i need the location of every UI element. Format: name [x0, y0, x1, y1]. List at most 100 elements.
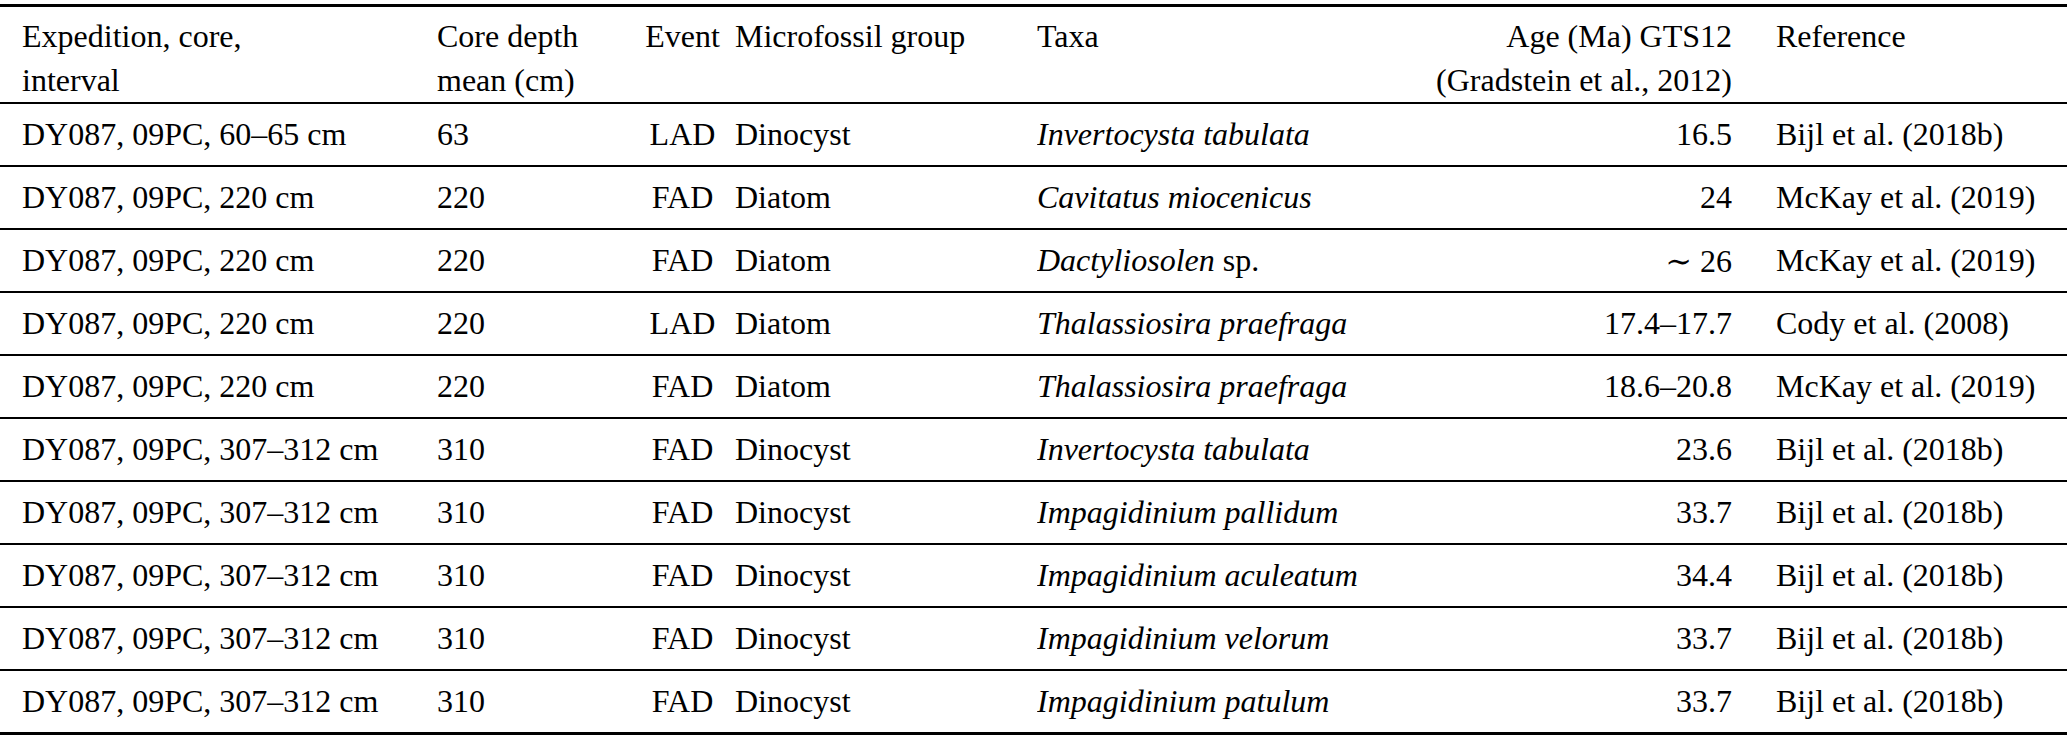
table-row: DY087, 09PC, 307–312 cm 310 FAD Dinocyst… — [0, 544, 2067, 607]
cell-microfossil-group: Dinocyst — [735, 670, 1037, 733]
cell-reference: McKay et al. (2019) — [1732, 166, 2067, 229]
cell-reference: Cody et al. (2008) — [1732, 292, 2067, 355]
column-header-expedition: Expedition, core, interval — [0, 6, 437, 104]
taxon-suffix: sp. — [1215, 242, 1259, 278]
cell-taxa: Thalassiosira praefraga — [1037, 292, 1402, 355]
header-line: Reference — [1776, 14, 2067, 58]
table-row: DY087, 09PC, 220 cm 220 FAD Diatom Cavit… — [0, 166, 2067, 229]
table-row: DY087, 09PC, 220 cm 220 FAD Diatom Thala… — [0, 355, 2067, 418]
header-line: Taxa — [1037, 14, 1402, 58]
cell-age: 33.7 — [1402, 607, 1732, 670]
cell-taxa: Impagidinium patulum — [1037, 670, 1402, 733]
cell-expedition: DY087, 09PC, 60–65 cm — [0, 103, 437, 166]
column-header-taxa: Taxa — [1037, 6, 1402, 104]
cell-reference: Bijl et al. (2018b) — [1732, 544, 2067, 607]
cell-event: FAD — [630, 166, 735, 229]
table-row: DY087, 09PC, 220 cm 220 LAD Diatom Thala… — [0, 292, 2067, 355]
column-header-core-depth: Core depth mean (cm) — [437, 6, 630, 104]
cell-taxa: Impagidinium pallidum — [1037, 481, 1402, 544]
cell-age: 17.4–17.7 — [1402, 292, 1732, 355]
header-line: (Gradstein et al., 2012) — [1402, 58, 1732, 102]
cell-event: FAD — [630, 670, 735, 733]
cell-microfossil-group: Dinocyst — [735, 544, 1037, 607]
header-line: Expedition, core, — [22, 14, 437, 58]
biostratigraphy-table: Expedition, core, interval Core depth me… — [0, 4, 2067, 735]
cell-event: FAD — [630, 355, 735, 418]
cell-expedition: DY087, 09PC, 220 cm — [0, 166, 437, 229]
cell-age: ∼ 26 — [1402, 229, 1732, 292]
cell-reference: Bijl et al. (2018b) — [1732, 103, 2067, 166]
taxon-name: Thalassiosira praefraga — [1037, 305, 1347, 341]
cell-event: FAD — [630, 607, 735, 670]
cell-expedition: DY087, 09PC, 307–312 cm — [0, 481, 437, 544]
column-header-age: Age (Ma) GTS12 (Gradstein et al., 2012) — [1402, 6, 1732, 104]
paper-page: Expedition, core, interval Core depth me… — [0, 0, 2067, 743]
table-row: DY087, 09PC, 60–65 cm 63 LAD Dinocyst In… — [0, 103, 2067, 166]
cell-taxa: Dactyliosolen sp. — [1037, 229, 1402, 292]
taxon-name: Cavitatus miocenicus — [1037, 179, 1312, 215]
cell-event: LAD — [630, 292, 735, 355]
taxon-name: Invertocysta tabulata — [1037, 431, 1310, 467]
header-line: Microfossil group — [735, 14, 1037, 58]
cell-core-depth: 220 — [437, 292, 630, 355]
header-line: Core depth — [437, 14, 630, 58]
cell-microfossil-group: Diatom — [735, 292, 1037, 355]
cell-age: 34.4 — [1402, 544, 1732, 607]
cell-reference: Bijl et al. (2018b) — [1732, 670, 2067, 733]
cell-core-depth: 220 — [437, 355, 630, 418]
column-header-event: Event — [630, 6, 735, 104]
cell-reference: Bijl et al. (2018b) — [1732, 418, 2067, 481]
column-header-reference: Reference — [1732, 6, 2067, 104]
cell-microfossil-group: Diatom — [735, 229, 1037, 292]
cell-core-depth: 220 — [437, 229, 630, 292]
taxon-name: Impagidinium pallidum — [1037, 494, 1338, 530]
cell-reference: Bijl et al. (2018b) — [1732, 607, 2067, 670]
cell-microfossil-group: Dinocyst — [735, 607, 1037, 670]
cell-age: 23.6 — [1402, 418, 1732, 481]
cell-taxa: Invertocysta tabulata — [1037, 418, 1402, 481]
table-row: DY087, 09PC, 307–312 cm 310 FAD Dinocyst… — [0, 481, 2067, 544]
cell-microfossil-group: Dinocyst — [735, 103, 1037, 166]
cell-reference: McKay et al. (2019) — [1732, 229, 2067, 292]
cell-age: 33.7 — [1402, 481, 1732, 544]
cell-event: FAD — [630, 481, 735, 544]
cell-age: 18.6–20.8 — [1402, 355, 1732, 418]
cell-core-depth: 310 — [437, 670, 630, 733]
cell-taxa: Thalassiosira praefraga — [1037, 355, 1402, 418]
cell-age: 33.7 — [1402, 670, 1732, 733]
cell-expedition: DY087, 09PC, 220 cm — [0, 229, 437, 292]
cell-taxa: Cavitatus miocenicus — [1037, 166, 1402, 229]
header-row: Expedition, core, interval Core depth me… — [0, 6, 2067, 104]
cell-taxa: Impagidinium velorum — [1037, 607, 1402, 670]
taxon-name: Impagidinium patulum — [1037, 683, 1329, 719]
table-row: DY087, 09PC, 220 cm 220 FAD Diatom Dacty… — [0, 229, 2067, 292]
column-header-microfossil-group: Microfossil group — [735, 6, 1037, 104]
cell-core-depth: 310 — [437, 544, 630, 607]
table-body: DY087, 09PC, 60–65 cm 63 LAD Dinocyst In… — [0, 103, 2067, 733]
cell-microfossil-group: Dinocyst — [735, 481, 1037, 544]
table-row: DY087, 09PC, 307–312 cm 310 FAD Dinocyst… — [0, 670, 2067, 733]
header-line: Event — [630, 14, 735, 58]
header-line: Age (Ma) GTS12 — [1402, 14, 1732, 58]
header-line: mean (cm) — [437, 58, 630, 102]
header-line: interval — [22, 58, 437, 102]
cell-event: LAD — [630, 103, 735, 166]
taxon-name: Invertocysta tabulata — [1037, 116, 1310, 152]
cell-event: FAD — [630, 544, 735, 607]
table-row: DY087, 09PC, 307–312 cm 310 FAD Dinocyst… — [0, 418, 2067, 481]
cell-event: FAD — [630, 418, 735, 481]
cell-age: 16.5 — [1402, 103, 1732, 166]
cell-core-depth: 310 — [437, 481, 630, 544]
cell-expedition: DY087, 09PC, 307–312 cm — [0, 607, 437, 670]
cell-core-depth: 310 — [437, 607, 630, 670]
cell-core-depth: 63 — [437, 103, 630, 166]
table-row: DY087, 09PC, 307–312 cm 310 FAD Dinocyst… — [0, 607, 2067, 670]
taxon-name: Impagidinium aculeatum — [1037, 557, 1358, 593]
cell-expedition: DY087, 09PC, 220 cm — [0, 292, 437, 355]
cell-core-depth: 310 — [437, 418, 630, 481]
cell-microfossil-group: Dinocyst — [735, 418, 1037, 481]
table-header: Expedition, core, interval Core depth me… — [0, 6, 2067, 104]
taxon-name: Thalassiosira praefraga — [1037, 368, 1347, 404]
cell-reference: Bijl et al. (2018b) — [1732, 481, 2067, 544]
cell-expedition: DY087, 09PC, 307–312 cm — [0, 670, 437, 733]
